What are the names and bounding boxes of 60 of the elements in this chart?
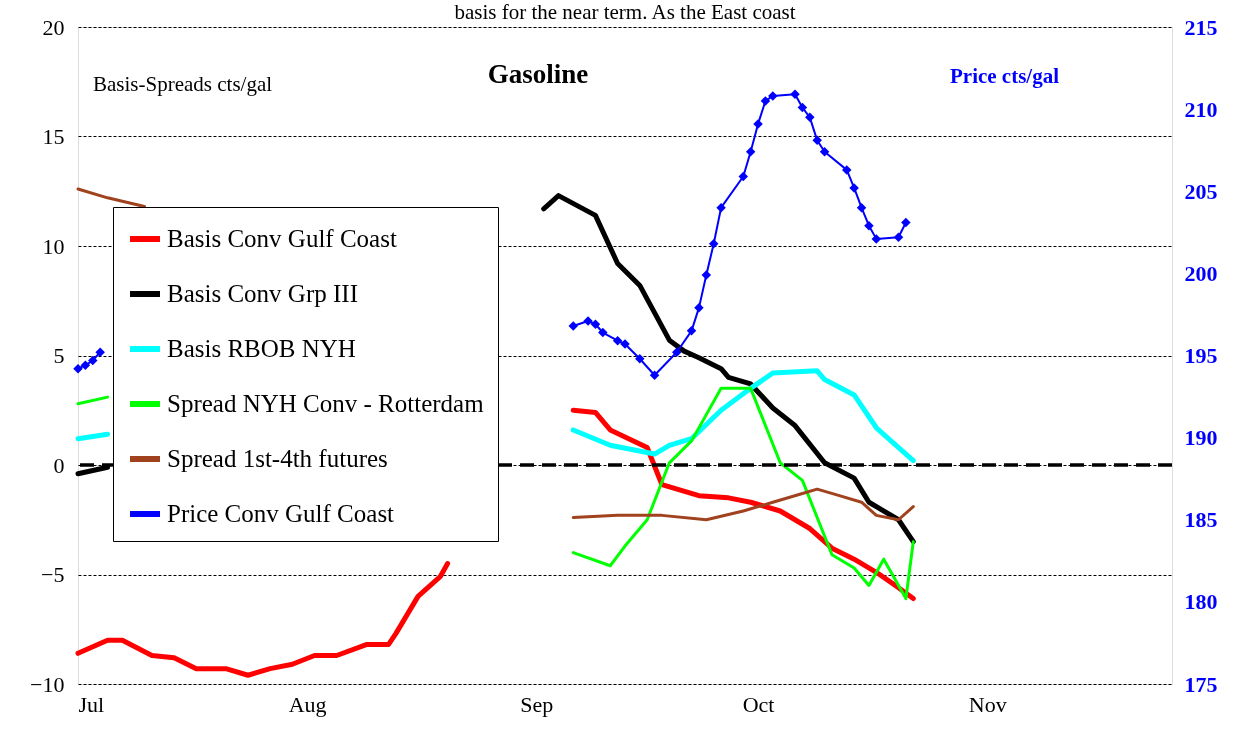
point xyxy=(812,135,822,146)
point xyxy=(864,221,874,231)
point xyxy=(856,202,867,213)
y2-tick-label: 175 xyxy=(1184,671,1218,697)
y-tick-label: 0 xyxy=(53,452,65,478)
y-tick-label: 5 xyxy=(53,343,65,368)
point xyxy=(805,112,815,123)
y-tick-label: 15 xyxy=(42,124,65,149)
x-tick-label: Nov xyxy=(968,691,1007,717)
point xyxy=(80,360,91,371)
point xyxy=(95,347,105,357)
y-tick-label: 10 xyxy=(42,233,65,259)
y2-tick-label: 180 xyxy=(1184,589,1218,615)
y2-tick-label: 205 xyxy=(1184,178,1218,204)
y2-tick-label: 190 xyxy=(1184,425,1218,451)
x-tick-label: Aug xyxy=(288,691,327,717)
point xyxy=(598,327,608,338)
x-tick-label: Sep xyxy=(520,691,554,717)
point xyxy=(893,232,904,242)
point xyxy=(635,354,645,364)
point xyxy=(760,96,771,106)
point xyxy=(819,147,830,157)
point xyxy=(568,321,578,331)
legend-label: Spread NYH Conv - Rotterdam xyxy=(167,390,485,417)
legend-label: Price Conv Gulf Coast xyxy=(167,500,395,527)
y2-tick-label: 215 xyxy=(1184,14,1218,40)
y-tick-label: −5 xyxy=(41,562,65,587)
point xyxy=(649,370,660,380)
y2-tick-label: 195 xyxy=(1184,343,1218,368)
point xyxy=(590,319,601,330)
y2-tick-label: 185 xyxy=(1184,507,1218,533)
y-tick-label: −10 xyxy=(30,671,65,697)
y2-axis-title: Price cts/gal xyxy=(950,64,1060,88)
legend-label: Spread 1st-4th futures xyxy=(167,445,388,472)
point xyxy=(716,202,726,213)
point xyxy=(901,217,911,228)
y-axis-title: Basis-Spreads cts/gal xyxy=(93,72,273,96)
point xyxy=(738,171,749,182)
point xyxy=(797,102,808,113)
point xyxy=(73,363,83,374)
x-tick-label: Oct xyxy=(742,691,775,717)
point xyxy=(88,355,98,366)
y2-tick-label: 200 xyxy=(1184,260,1218,286)
text: Gasoline xyxy=(487,59,589,89)
point xyxy=(871,234,882,244)
x-tick-label: Jul xyxy=(78,691,105,717)
point xyxy=(745,147,756,157)
point xyxy=(790,89,800,100)
y-tick-label: 20 xyxy=(42,14,65,40)
y2-tick-label: 210 xyxy=(1184,96,1218,122)
point xyxy=(672,347,682,357)
legend-label: Basis Conv Gulf Coast xyxy=(167,225,397,252)
point xyxy=(842,165,852,175)
legend-label: Basis Conv Grp III xyxy=(167,280,358,307)
text: basis for the near term. As the East coast xyxy=(454,0,796,24)
legend-label: Basis RBOB NYH xyxy=(167,335,356,362)
point xyxy=(612,335,623,346)
point xyxy=(708,239,719,249)
point xyxy=(686,326,697,336)
point xyxy=(701,270,712,280)
